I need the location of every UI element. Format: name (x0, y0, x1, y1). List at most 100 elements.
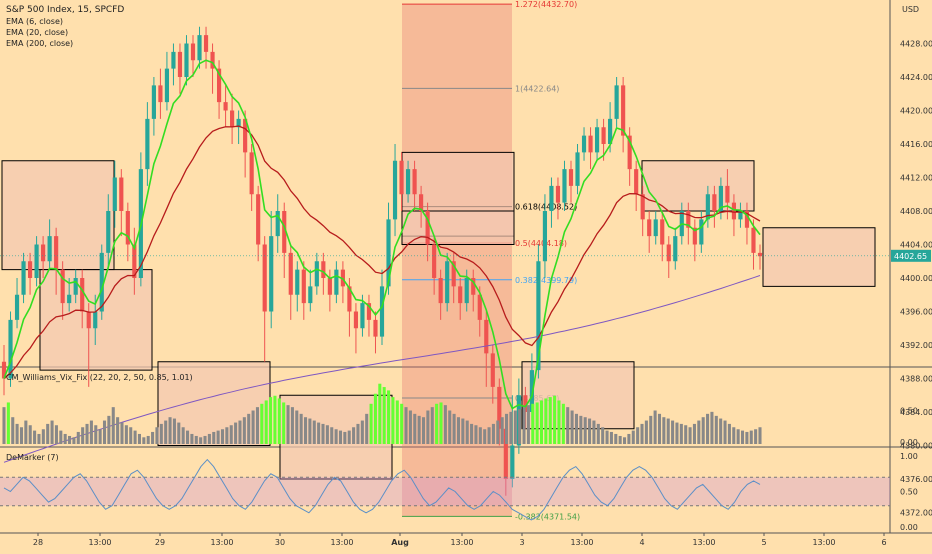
candle-body (379, 286, 385, 337)
candle-body (256, 194, 261, 245)
candle-body (27, 261, 33, 278)
candle-body (634, 169, 639, 195)
vix-bar (653, 410, 657, 444)
vix-bar (251, 410, 255, 444)
candle-body (184, 43, 189, 77)
fib-label: -0.382(4371.54) (515, 512, 580, 521)
vix-bar (736, 429, 740, 444)
candle-body (757, 252, 763, 257)
candle-body (125, 211, 130, 245)
vix-bar (539, 400, 544, 444)
candle-body (647, 219, 652, 237)
ema6-line (3, 59, 761, 410)
candle-body (673, 236, 678, 262)
candle-body (288, 252, 293, 295)
vix-bar (727, 423, 731, 444)
vix-bar (723, 420, 727, 444)
vix-bar (601, 427, 605, 444)
candle-body (21, 261, 26, 295)
candle-body (93, 311, 98, 329)
candle-body (588, 135, 593, 153)
time-tick: 6 (881, 538, 886, 547)
candle-body (8, 319, 13, 379)
candle-body (366, 303, 372, 320)
vix-bar (491, 423, 495, 444)
vix-bar (548, 397, 552, 444)
price-tick: 4392.00 (900, 341, 932, 350)
vix-bar (487, 427, 491, 444)
vix-bar (448, 410, 452, 444)
currency-label: USD (902, 5, 919, 14)
vix-bar (247, 413, 251, 444)
vix-tick: 0.00 (900, 438, 918, 447)
ema20-legend[interactable]: EMA (20, close) (6, 28, 69, 37)
ema200-legend[interactable]: EMA (200, close) (6, 39, 74, 48)
vix-bar (666, 418, 670, 444)
vix-bar (2, 407, 6, 444)
price-legend: S&P 500 Index, 15, SPCFD EMA (6, close) … (6, 5, 124, 49)
vix-bar (417, 415, 421, 444)
vix-bar (321, 423, 325, 444)
time-tick: 5 (761, 538, 766, 547)
candle-body (731, 202, 737, 220)
vix-bar (212, 431, 216, 444)
candle-body (73, 278, 78, 295)
candle-body (666, 244, 671, 262)
price-tick: 4428.00 (900, 40, 932, 49)
demarker-tick: 1.00 (900, 452, 918, 461)
candle-body (621, 85, 626, 136)
vix-bar (146, 435, 150, 444)
vix-bar (33, 430, 37, 444)
vix-bar (636, 427, 640, 444)
zone-box (762, 227, 876, 287)
vix-bar (749, 430, 753, 444)
time-tick: 3 (519, 538, 524, 547)
candle-body (529, 370, 534, 412)
vix-bar (151, 431, 155, 444)
vix-bar (168, 417, 172, 444)
vix-bar (190, 433, 194, 444)
vix-bar (116, 417, 120, 444)
demarker-legend[interactable]: DeMarker (7) (6, 453, 59, 462)
vix-bar (740, 430, 745, 444)
vix-bar (387, 390, 391, 444)
fib-label: 0.618(4408.52) (515, 203, 577, 212)
vix-bar (50, 420, 54, 444)
candle-body (132, 244, 137, 278)
last-price-label: 4402.65 (894, 252, 927, 261)
time-tick: 13:00 (210, 538, 233, 547)
vix-bar (400, 403, 404, 444)
candle-body (177, 51, 183, 77)
vix-bar (592, 420, 596, 444)
candle-body (536, 261, 541, 371)
vix-bar (404, 407, 408, 444)
vix-bar (369, 403, 373, 444)
candle-body (262, 244, 267, 312)
candle-body (419, 194, 424, 211)
vix-bar (6, 402, 10, 444)
vix-bar (456, 417, 461, 444)
vix-bar (430, 407, 434, 444)
candle-body (347, 286, 352, 312)
candle-body (458, 286, 463, 304)
vix-bar (102, 420, 107, 444)
vix-bar (623, 437, 627, 444)
demarker-line (3, 458, 761, 521)
vix-bar (732, 427, 736, 444)
vix-bar (317, 422, 321, 444)
candle-body (230, 110, 235, 128)
vix-bar (570, 410, 574, 444)
candle-body (314, 261, 319, 287)
candle-body (438, 278, 443, 304)
candle-body (14, 294, 20, 320)
candle-body (34, 244, 39, 278)
vix-bar (518, 409, 522, 444)
vix-bar (107, 415, 111, 444)
candle-body (451, 261, 456, 287)
vix-fix-legend[interactable]: CM_Williams_Vix_Fix (22, 20, 2, 50, 0.85… (6, 373, 193, 382)
price-tick: 4420.00 (900, 107, 932, 116)
ema6-legend[interactable]: EMA (6, close) (6, 17, 63, 26)
candle-body (392, 160, 398, 220)
candle-body (712, 194, 717, 211)
candle-body (555, 185, 561, 203)
